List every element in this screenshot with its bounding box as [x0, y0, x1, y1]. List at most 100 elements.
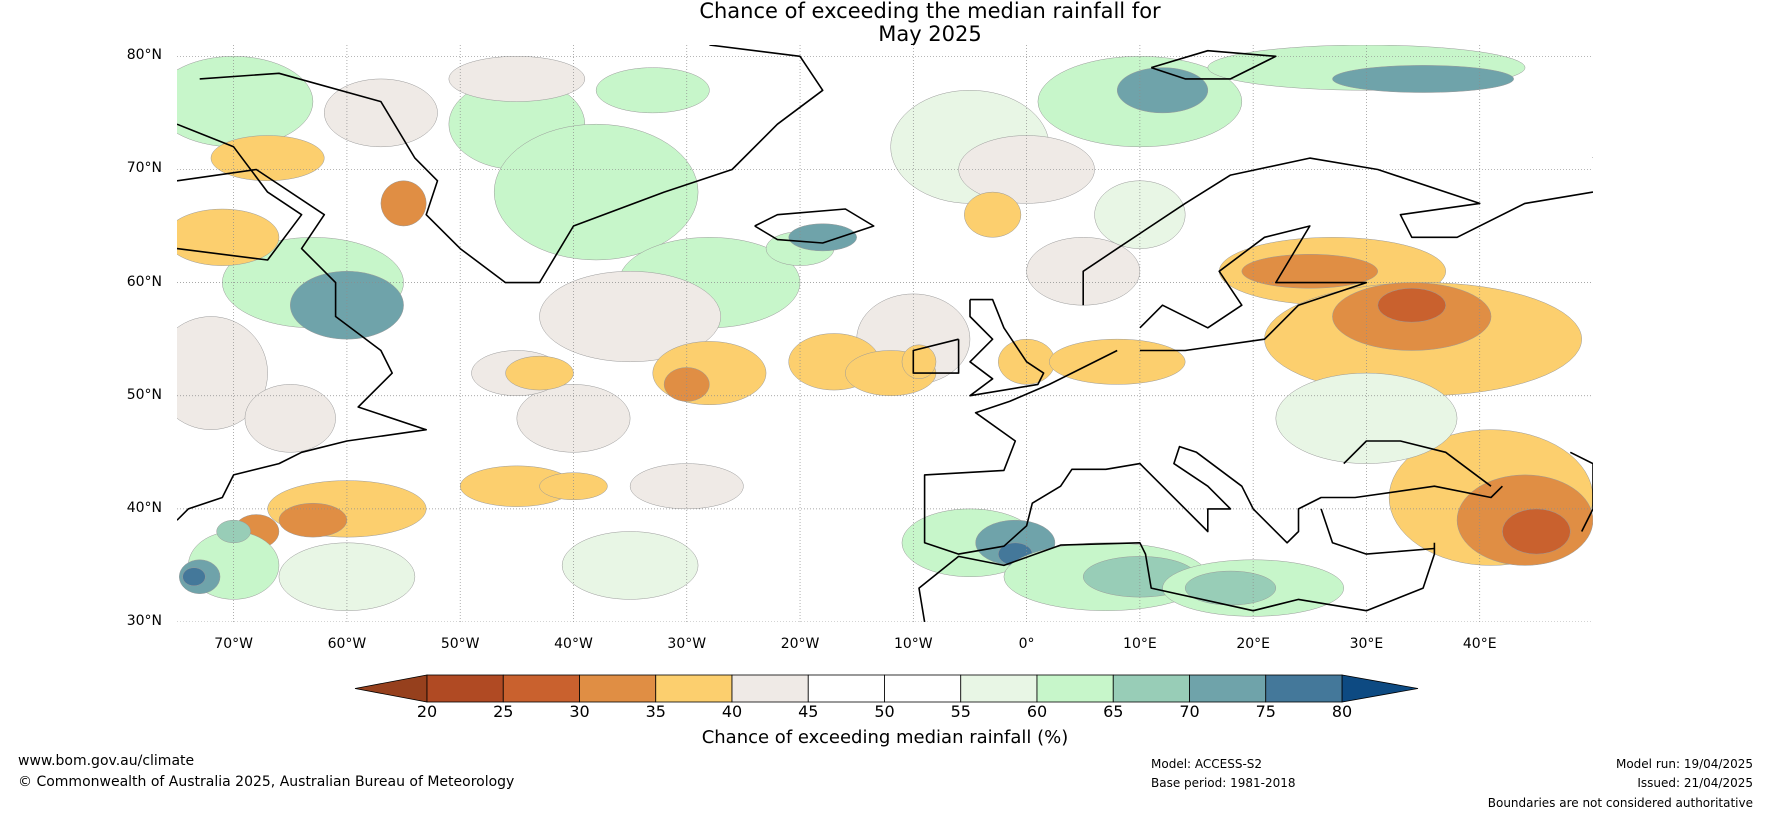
colorbar-tick-label: 70	[1179, 702, 1200, 721]
latitude-label: 40°N	[126, 499, 162, 516]
baffin-coastline	[177, 123, 303, 261]
colorbar-over-arrow	[1341, 674, 1419, 703]
colorbar-tick-label: 45	[798, 702, 819, 721]
probability-region	[964, 191, 1022, 238]
latitude-label: 50°N	[126, 386, 162, 403]
probability-region	[1275, 372, 1458, 464]
probability-region	[182, 567, 206, 587]
title-line-1: Chance of exceeding the median rainfall …	[699, 0, 1161, 23]
longitude-label: 40°E	[1462, 636, 1497, 652]
colorbar-segment	[1189, 674, 1267, 703]
probability-region	[380, 180, 427, 227]
colorbar-tick-label: 25	[493, 702, 514, 721]
colorbar-tick-label: 60	[1026, 702, 1048, 721]
north-america-coastline	[177, 168, 427, 521]
probability-region	[1116, 67, 1209, 114]
probability-region	[1094, 180, 1186, 249]
colorbar-segment	[655, 674, 733, 703]
colorbar-tick-label: 75	[1255, 702, 1276, 721]
longitude-label: 40°W	[554, 636, 593, 652]
longitude-label: 0°	[1018, 636, 1035, 652]
caspian-coastline	[1569, 451, 1593, 532]
map-plot-area	[177, 45, 1593, 622]
issued-date: Issued: 21/04/2025	[1637, 776, 1753, 790]
longitude-label: 50°W	[440, 636, 480, 652]
colorbar-segment	[502, 674, 580, 703]
north-africa-coastline	[918, 542, 1436, 622]
probability-region	[561, 531, 699, 600]
great-britain-coastline	[969, 298, 1045, 397]
colorbar-tick-label: 80	[1331, 702, 1353, 721]
probability-region	[539, 271, 721, 363]
probability-shading	[177, 45, 1593, 617]
colorbar-tick-label: 55	[950, 702, 971, 721]
probability-region	[177, 316, 268, 430]
scandinavia-coastline	[1082, 157, 1593, 306]
longitude-label: 20°W	[780, 636, 820, 652]
probability-region	[244, 384, 336, 453]
longitude-label: 10°E	[1123, 636, 1157, 652]
probability-region	[177, 208, 280, 266]
probability-region	[1332, 65, 1514, 93]
ireland-coastline	[912, 338, 960, 374]
probability-region	[324, 78, 438, 148]
graticule	[177, 45, 1593, 622]
probability-region	[448, 56, 586, 102]
latitude-label: 60°N	[126, 273, 162, 290]
colorbar-title: Chance of exceeding median rainfall (%)	[701, 727, 1069, 748]
iceland-coastline	[754, 208, 875, 244]
probability-region	[1184, 570, 1277, 606]
colorbar	[354, 674, 1419, 703]
longitude-label: 60°W	[327, 636, 367, 652]
colorbar-under-arrow	[354, 674, 428, 703]
colorbar-tick-label: 50	[874, 702, 895, 721]
colorbar-segment	[1265, 674, 1343, 703]
title-line-2: May 2025	[878, 22, 982, 46]
longitude-label: 10°W	[893, 636, 933, 652]
probability-region	[1502, 508, 1571, 555]
colorbar-segment	[731, 674, 809, 703]
colorbar-tick-label: 35	[645, 702, 666, 721]
latitude-label: 70°N	[126, 160, 162, 177]
colorbar-segment	[884, 674, 962, 703]
colorbar-segment	[807, 674, 885, 703]
greenland-coastline	[199, 45, 824, 284]
probability-region	[1049, 338, 1186, 385]
svalbard-coastline	[1150, 49, 1277, 80]
copyright-text: © Commonwealth of Australia 2025, Austra…	[18, 774, 515, 790]
novaya-zemlya-coastline	[1592, 112, 1593, 159]
baltic-coastline	[1139, 225, 1368, 352]
colorbar-tick-label: 65	[1103, 702, 1124, 721]
colorbar-segment	[1112, 674, 1190, 703]
probability-region	[595, 67, 710, 114]
colorbar-tick-label: 30	[569, 702, 590, 721]
western-europe-coastline	[923, 349, 1503, 555]
longitude-label: 30°E	[1349, 636, 1384, 652]
probability-region	[516, 384, 631, 453]
probability-region	[788, 223, 857, 252]
probability-region	[1377, 287, 1446, 323]
probability-region	[290, 271, 404, 340]
probability-region	[901, 344, 937, 380]
probability-region	[505, 355, 574, 391]
colorbar-segment	[1036, 674, 1114, 703]
latitude-label: 30°N	[126, 613, 162, 629]
coastlines	[177, 45, 1593, 622]
colorbar-segment	[960, 674, 1038, 703]
colorbar-tick-label: 40	[721, 702, 743, 721]
latitude-label: 80°N	[126, 47, 162, 64]
probability-region	[1241, 254, 1379, 289]
longitude-label: 70°W	[214, 636, 253, 652]
model-name: Model: ACCESS-S2	[1151, 757, 1263, 771]
colorbar-segment	[426, 674, 504, 703]
website-link[interactable]: www.bom.gov.au/climate	[18, 753, 195, 769]
base-period: Base period: 1981-2018	[1151, 776, 1296, 790]
map-title: Chance of exceeding the median rainfall …	[630, 0, 1230, 46]
colorbar-tick-label: 20	[416, 702, 438, 721]
longitude-label: 30°W	[667, 636, 707, 652]
black-sea-coastline	[1343, 440, 1492, 487]
boundary-disclaimer: Boundaries are not considered authoritat…	[1487, 796, 1753, 810]
turkey-coastline	[1320, 508, 1435, 555]
model-run-date: Model run: 19/04/2025	[1615, 757, 1753, 771]
